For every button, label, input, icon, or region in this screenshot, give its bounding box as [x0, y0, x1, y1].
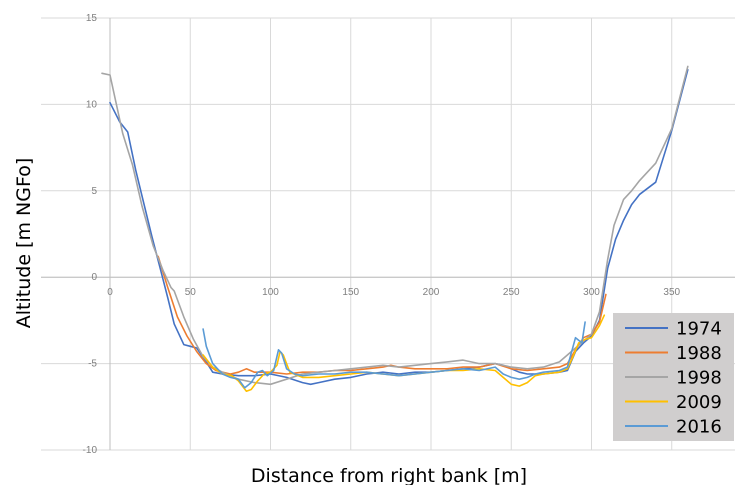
legend-items: 1974 1988 1998 2009 2016 [625, 319, 722, 438]
series-layer [101, 65, 689, 393]
legend-label: 1988 [676, 343, 722, 364]
y-tick-label: 15 [86, 13, 98, 24]
y-tick-label: -10 [83, 445, 98, 456]
y-tick-label: 10 [86, 99, 98, 110]
x-axis-title: Distance from right bank [m] [251, 465, 527, 485]
y-tick-label: 0 [91, 272, 97, 283]
series-line-1988 [157, 255, 607, 375]
x-tick-label: 100 [262, 287, 279, 298]
legend-label: 1998 [676, 368, 722, 389]
x-tick-label: 200 [423, 287, 440, 298]
x-tick-label: 350 [663, 287, 680, 298]
y-tick-label: -5 [88, 359, 97, 370]
series-line-1974 [109, 69, 689, 386]
x-tick-label: 250 [503, 287, 520, 298]
y-axis-title: Altitude [m NGFo] [13, 158, 35, 328]
legend: 1974 1988 1998 2009 2016 [613, 313, 734, 441]
y-tick-label: 5 [91, 186, 97, 197]
series-line-2009 [202, 314, 606, 393]
axis-layer [41, 18, 735, 450]
x-tick-label: 150 [342, 287, 359, 298]
x-tick-label: 300 [583, 287, 600, 298]
x-tick-label: 0 [107, 287, 113, 298]
x-tick-label: 50 [185, 287, 197, 298]
series-line-1998 [101, 65, 689, 386]
legend-label: 2016 [676, 417, 722, 438]
legend-label: 1974 [676, 319, 722, 340]
series-line-2016 [202, 321, 586, 389]
legend-label: 2009 [676, 392, 722, 413]
